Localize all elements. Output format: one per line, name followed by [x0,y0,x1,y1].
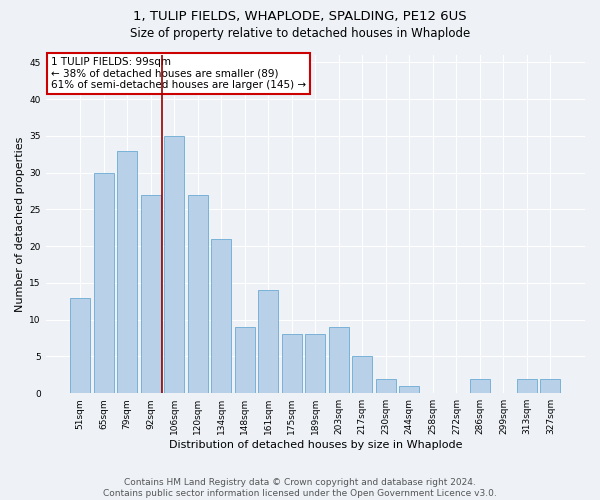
Bar [376,378,396,393]
Bar [329,327,349,393]
Bar [517,378,537,393]
Bar [305,334,325,393]
Bar [470,378,490,393]
Bar [164,136,184,393]
Bar [282,334,302,393]
Bar [94,172,113,393]
Text: 1, TULIP FIELDS, WHAPLODE, SPALDING, PE12 6US: 1, TULIP FIELDS, WHAPLODE, SPALDING, PE1… [133,10,467,23]
Text: Contains HM Land Registry data © Crown copyright and database right 2024.
Contai: Contains HM Land Registry data © Crown c… [103,478,497,498]
Y-axis label: Number of detached properties: Number of detached properties [15,136,25,312]
Bar [70,298,90,393]
Bar [140,194,161,393]
Bar [188,194,208,393]
Bar [235,327,254,393]
Text: 1 TULIP FIELDS: 99sqm
← 38% of detached houses are smaller (89)
61% of semi-deta: 1 TULIP FIELDS: 99sqm ← 38% of detached … [51,56,306,90]
Bar [258,290,278,393]
Bar [352,356,373,393]
Bar [211,239,231,393]
Text: Size of property relative to detached houses in Whaplode: Size of property relative to detached ho… [130,28,470,40]
X-axis label: Distribution of detached houses by size in Whaplode: Distribution of detached houses by size … [169,440,462,450]
Bar [400,386,419,393]
Bar [117,150,137,393]
Bar [541,378,560,393]
